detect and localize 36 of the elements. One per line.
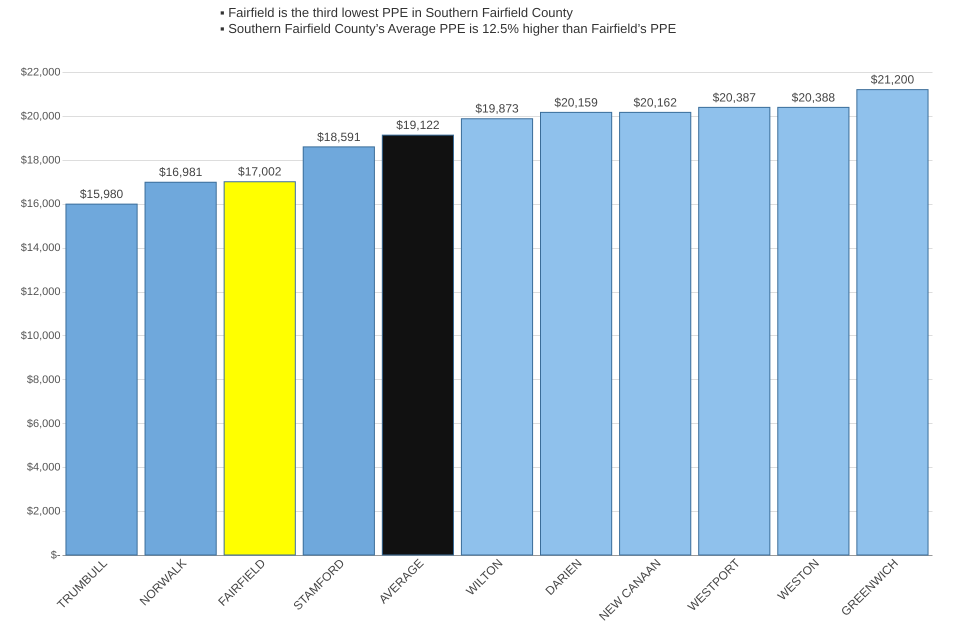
y-tick-label: $4,000 — [26, 462, 60, 474]
y-tick-label: $8,000 — [26, 374, 60, 386]
data-label: $16,981 — [158, 165, 203, 180]
y-tick-label: $10,000 — [20, 330, 60, 342]
bar — [65, 204, 138, 556]
data-label: $20,159 — [554, 95, 598, 110]
y-tick-label: $16,000 — [20, 198, 60, 210]
data-label: $19,873 — [475, 102, 520, 116]
data-label: $17,002 — [238, 164, 282, 179]
bar — [777, 106, 850, 556]
y-tick-label: $22,000 — [20, 66, 60, 78]
bar — [856, 89, 929, 556]
data-label: $20,162 — [633, 95, 678, 110]
bar — [144, 182, 217, 556]
y-tick-label: $- — [50, 550, 61, 562]
data-label: $21,200 — [870, 72, 914, 87]
data-label: $18,591 — [317, 130, 361, 144]
y-tick-label: $2,000 — [26, 506, 60, 518]
bar — [382, 134, 454, 556]
bar — [460, 118, 534, 556]
data-label: $20,387 — [712, 90, 756, 104]
bar — [698, 106, 770, 556]
data-label: $15,980 — [80, 187, 124, 202]
y-tick-label: $14,000 — [20, 242, 60, 254]
y-tick-label: $20,000 — [20, 110, 60, 122]
bar — [302, 146, 375, 556]
y-tick-label: $18,000 — [20, 154, 60, 166]
data-label: $19,122 — [396, 118, 440, 132]
y-tick-label: $12,000 — [20, 286, 60, 298]
y-tick-label: $6,000 — [26, 418, 60, 430]
text: ▪ Southern Fairfield County’s Average PPE is 12.5% higher than Fairfield’s PPE — [220, 21, 678, 36]
bar — [619, 112, 692, 556]
bar — [540, 112, 612, 556]
text: ▪ Fairfield is the third lowest PPE in Southern Fairfield County — [220, 5, 574, 20]
bar — [224, 181, 296, 556]
data-label: $20,388 — [792, 90, 836, 104]
